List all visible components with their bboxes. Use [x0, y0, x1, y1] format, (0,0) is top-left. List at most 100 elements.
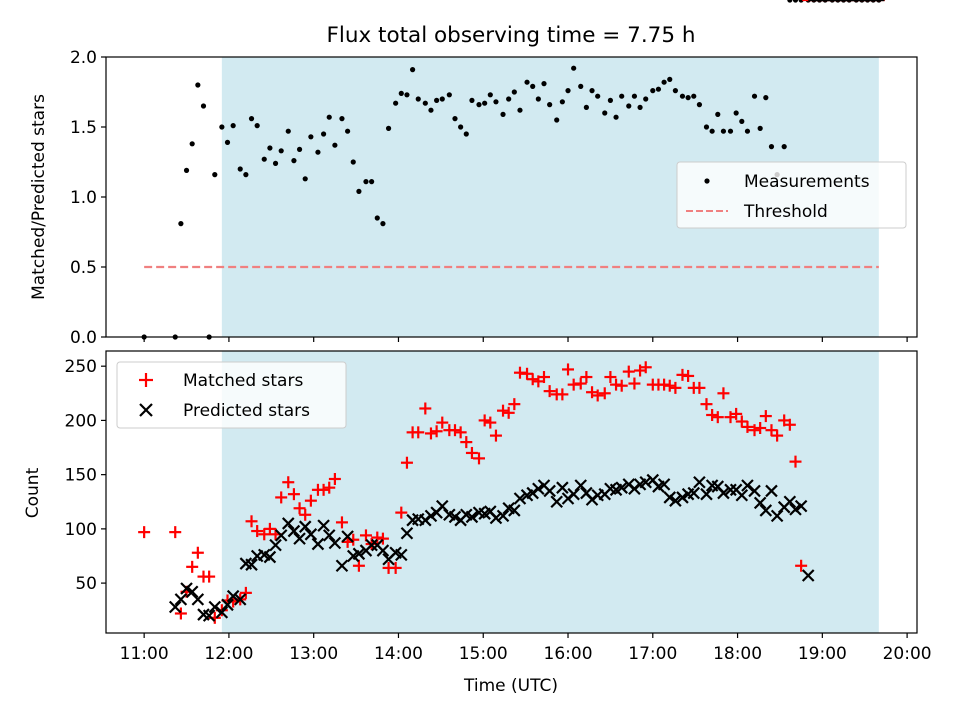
- matched-star-point: [622, 365, 635, 378]
- measurement-point: [356, 188, 362, 194]
- matched-star-point: [700, 398, 713, 411]
- predicted-star-point: [395, 548, 408, 562]
- matched-star-point: [682, 369, 695, 382]
- measurement-point: [547, 102, 553, 108]
- predicted-stars-points: [168, 0, 885, 622]
- bottom-y-tick-label: 200: [65, 411, 97, 431]
- predicted-star-point: [274, 529, 288, 542]
- predicted-star-point: [489, 511, 503, 525]
- measurement-point: [733, 110, 739, 116]
- top-y-tick-label: 1.5: [70, 118, 97, 138]
- predicted-star-point: [293, 532, 306, 545]
- matched-star-point: [741, 420, 754, 433]
- x-tick-label: 18:00: [713, 644, 762, 664]
- measurement-point: [709, 128, 715, 134]
- predicted-star-point: [328, 536, 342, 550]
- matched-star-point: [693, 381, 706, 394]
- measurement-point: [345, 128, 351, 134]
- measurement-point: [212, 172, 218, 178]
- measurement-point: [757, 125, 763, 131]
- predicted-star-point: [180, 582, 193, 595]
- top-legend: Measurements Threshold: [676, 161, 907, 229]
- bottom-y-tick-label: 150: [65, 466, 97, 486]
- matched-star-point: [789, 455, 802, 468]
- measurement-point: [595, 93, 601, 99]
- bottom-legend-box: [116, 361, 347, 429]
- predicted-star-point: [335, 559, 349, 573]
- measurement-point: [254, 123, 260, 129]
- measurement-point: [476, 102, 482, 108]
- bottom-plot-frame: [105, 350, 918, 634]
- bottom-y-axis-label: Count: [23, 467, 43, 518]
- measurement-point: [482, 100, 488, 106]
- matched-star-point: [521, 367, 534, 380]
- matched-star-point: [328, 472, 341, 485]
- measurement-point: [422, 100, 428, 106]
- measurement-point: [380, 221, 386, 227]
- measurement-point: [619, 93, 625, 99]
- predicted-star-point: [789, 503, 802, 516]
- bottom-y-tick-label: 100: [65, 520, 97, 540]
- measurement-point: [237, 166, 243, 172]
- top-y-ticks: 0.0 0.5 1.0 1.5 2.0: [70, 48, 106, 348]
- x-axis-label: Time (UTC): [463, 676, 558, 696]
- measurement-point: [744, 128, 751, 134]
- predicted-star-point: [221, 598, 234, 612]
- measurement-point: [685, 95, 691, 101]
- predicted-star-point: [435, 499, 449, 513]
- matched-star-point: [460, 436, 473, 449]
- predicted-star-point: [687, 486, 701, 500]
- matched-star-point: [754, 422, 767, 435]
- measurement-point: [535, 96, 541, 102]
- measurement-point: [511, 89, 517, 95]
- matched-star-point: [735, 415, 748, 428]
- measurement-point: [243, 172, 249, 178]
- measurement-point: [493, 99, 499, 105]
- top-y-tick-label: 0.0: [70, 328, 97, 348]
- predicted-star-point: [724, 483, 737, 497]
- predicted-star-point: [191, 593, 205, 606]
- matched-star-point: [598, 387, 611, 400]
- measurement-point: [792, 0, 799, 3]
- measurement-point: [315, 149, 321, 155]
- matched-star-point: [138, 526, 151, 539]
- measurement-point: [679, 93, 686, 99]
- measurement-point: [415, 96, 421, 102]
- matched-star-point: [430, 425, 443, 438]
- matched-star-point: [299, 508, 312, 521]
- predicted-star-point: [465, 510, 479, 524]
- measurement-point: [506, 96, 512, 102]
- matched-star-point: [795, 559, 808, 572]
- measurement-point: [631, 93, 638, 99]
- bottom-panel: 50 100 150 200 250 11:00 12:00 13:00 14:00 15:00…: [23, 0, 932, 696]
- measurement-point: [661, 79, 667, 85]
- predicted-star-point: [657, 478, 671, 491]
- matched-star-point: [489, 429, 502, 442]
- measurement-point: [739, 118, 745, 124]
- measurement-point: [571, 65, 577, 71]
- matched-star-point: [711, 411, 724, 424]
- matched-star-point: [473, 452, 486, 465]
- matched-star-point: [245, 515, 258, 528]
- predicted-star-point: [215, 606, 229, 619]
- matched-star-point: [251, 525, 264, 538]
- measurement-point: [369, 179, 375, 185]
- predicted-star-point: [748, 484, 761, 498]
- measurement-point: [691, 93, 697, 99]
- measurement-point: [363, 179, 369, 185]
- predicted-star-point: [376, 544, 390, 557]
- matched-star-point: [282, 476, 295, 489]
- predicted-star-point: [759, 504, 773, 517]
- matched-star-point: [669, 381, 682, 394]
- legend-matched-label: Matched stars: [183, 371, 303, 391]
- measurement-point: [200, 103, 207, 109]
- measurement-point: [393, 100, 399, 106]
- predicted-star-point: [550, 495, 563, 509]
- matched-star-point: [424, 427, 437, 440]
- matched-star-point: [730, 407, 743, 420]
- matched-star-point: [497, 404, 510, 417]
- predicted-star-point: [185, 585, 199, 599]
- matched-star-point: [304, 494, 317, 507]
- predicted-star-point: [400, 526, 414, 540]
- predicted-star-point: [341, 530, 354, 543]
